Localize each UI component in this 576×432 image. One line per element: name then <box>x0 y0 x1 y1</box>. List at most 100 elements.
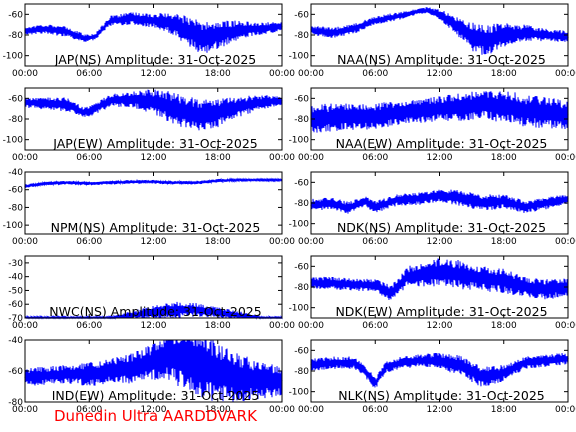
data-point <box>152 311 155 314</box>
data-point <box>503 200 505 202</box>
x-tick-label: 00:00 <box>555 321 576 331</box>
chart-title: NWC(NS) Amplitude: 31-Oct-2025 <box>49 304 261 319</box>
chart-title: JAP(EW) Amplitude: 31-Oct-2025 <box>52 136 257 151</box>
data-point <box>67 31 69 33</box>
chart-panel-2: -100 -80 -60 00:00 06:00 12:00 18:00 00:00 NAA(N… <box>289 3 576 79</box>
y-tick-label: -60 <box>8 94 23 104</box>
chart-panel-8: -100 -80 -60 00:00 06:00 12:00 18:00 00:00 NDK(E… <box>289 255 576 331</box>
data-point <box>131 181 133 183</box>
series-trace <box>24 12 283 53</box>
data-point <box>417 360 419 362</box>
y-tick-label: -80 <box>294 199 309 209</box>
y-tick-label: -80 <box>294 283 309 293</box>
data-point <box>428 9 430 11</box>
x-tick-label: 06:00 <box>76 153 102 163</box>
x-tick-label: 00:00 <box>298 153 324 163</box>
y-tick-label: -100 <box>3 52 24 62</box>
chart-title: JAP(NS) Amplitude: 31-Oct-2025 <box>54 52 257 67</box>
data-point <box>110 370 112 372</box>
y-tick-label: -100 <box>289 136 310 146</box>
y-tick-label: -40 <box>8 168 23 178</box>
data-point <box>152 19 155 22</box>
series-trace <box>24 89 283 131</box>
x-tick-label: 18:00 <box>491 405 517 415</box>
x-tick-label: 12:00 <box>427 321 453 331</box>
data-point <box>417 110 419 112</box>
x-tick-label: 00:00 <box>12 153 38 163</box>
x-tick-label: 12:00 <box>141 237 167 247</box>
chart-panel-1: -100 -80 -60 00:00 06:00 12:00 18:00 00:00 JAP(N… <box>3 3 295 79</box>
x-tick-label: 18:00 <box>491 69 517 79</box>
x-tick-label: 12:00 <box>427 237 453 247</box>
data-point <box>385 366 387 368</box>
y-tick-label: -60 <box>294 346 309 356</box>
x-tick-label: 00:00 <box>269 69 295 79</box>
data-point <box>217 370 219 372</box>
x-tick-label: 18:00 <box>205 69 231 79</box>
data-point <box>259 179 262 181</box>
data-point <box>438 360 441 362</box>
data-point <box>110 19 112 22</box>
y-tick-label: -60 <box>8 300 23 310</box>
y-tick-label: -60 <box>8 186 23 196</box>
data-point <box>195 114 197 116</box>
x-tick-label: 00:00 <box>298 405 324 415</box>
x-tick-label: 00:00 <box>298 237 324 247</box>
data-point <box>131 367 133 369</box>
x-tick-label: 18:00 <box>205 405 231 415</box>
data-point <box>396 15 398 17</box>
data-point <box>195 309 197 311</box>
x-tick-label: 00:00 <box>12 237 38 247</box>
data-point <box>524 286 526 288</box>
y-tick-label: -80 <box>8 203 23 213</box>
series-trace <box>310 352 569 388</box>
chart-title: NAA(NS) Amplitude: 31-Oct-2025 <box>337 52 546 67</box>
data-point <box>331 117 334 119</box>
data-point <box>374 284 376 286</box>
data-point <box>168 354 171 357</box>
data-point <box>396 199 398 201</box>
y-tick-label: -60 <box>294 10 309 20</box>
data-point <box>217 311 219 314</box>
y-tick-label: -60 <box>294 178 309 188</box>
data-point <box>238 179 240 181</box>
data-point <box>152 361 155 363</box>
data-point <box>438 13 441 15</box>
data-point <box>374 206 376 208</box>
chart-panel-4: -100 -80 -60 00:00 06:00 12:00 18:00 00:00 NAA(E… <box>289 87 576 163</box>
data-point <box>174 108 176 110</box>
data-point <box>417 10 419 12</box>
y-tick-label: -80 <box>294 367 309 377</box>
data-point <box>259 379 262 381</box>
data-point <box>422 274 425 276</box>
data-point <box>94 108 96 110</box>
data-point <box>353 362 355 364</box>
series-trace <box>24 339 283 402</box>
data-point <box>331 282 334 284</box>
data-point <box>524 110 526 112</box>
data-point <box>396 112 398 114</box>
data-point <box>201 37 203 39</box>
data-point <box>353 28 355 30</box>
y-tick-label: -100 <box>289 304 310 314</box>
x-tick-label: 00:00 <box>555 153 576 163</box>
x-tick-label: 06:00 <box>362 237 388 247</box>
data-point <box>503 34 505 36</box>
data-point <box>174 309 176 311</box>
data-point <box>481 376 483 378</box>
x-tick-label: 06:00 <box>76 69 102 79</box>
data-point <box>524 32 526 34</box>
y-tick-label: -100 <box>289 52 310 62</box>
credit-label: Dunedin Ultra AARDDVARK <box>54 407 257 425</box>
data-point <box>110 99 112 101</box>
data-point <box>454 24 457 26</box>
chart-panel-10: -100 -80 -60 00:00 06:00 12:00 18:00 00:00 NLK(N… <box>289 339 576 415</box>
data-point <box>201 364 203 366</box>
data-point <box>168 22 171 24</box>
chart-title: NDK(NS) Amplitude: 31-Oct-2025 <box>337 220 546 235</box>
data-point <box>481 103 483 106</box>
data-point <box>401 362 403 364</box>
data-point <box>353 284 355 286</box>
chart-panel-7: -70 -60 -50 -40 -30 00:00 06:00 12:00 18:00 00:00… <box>8 255 295 331</box>
